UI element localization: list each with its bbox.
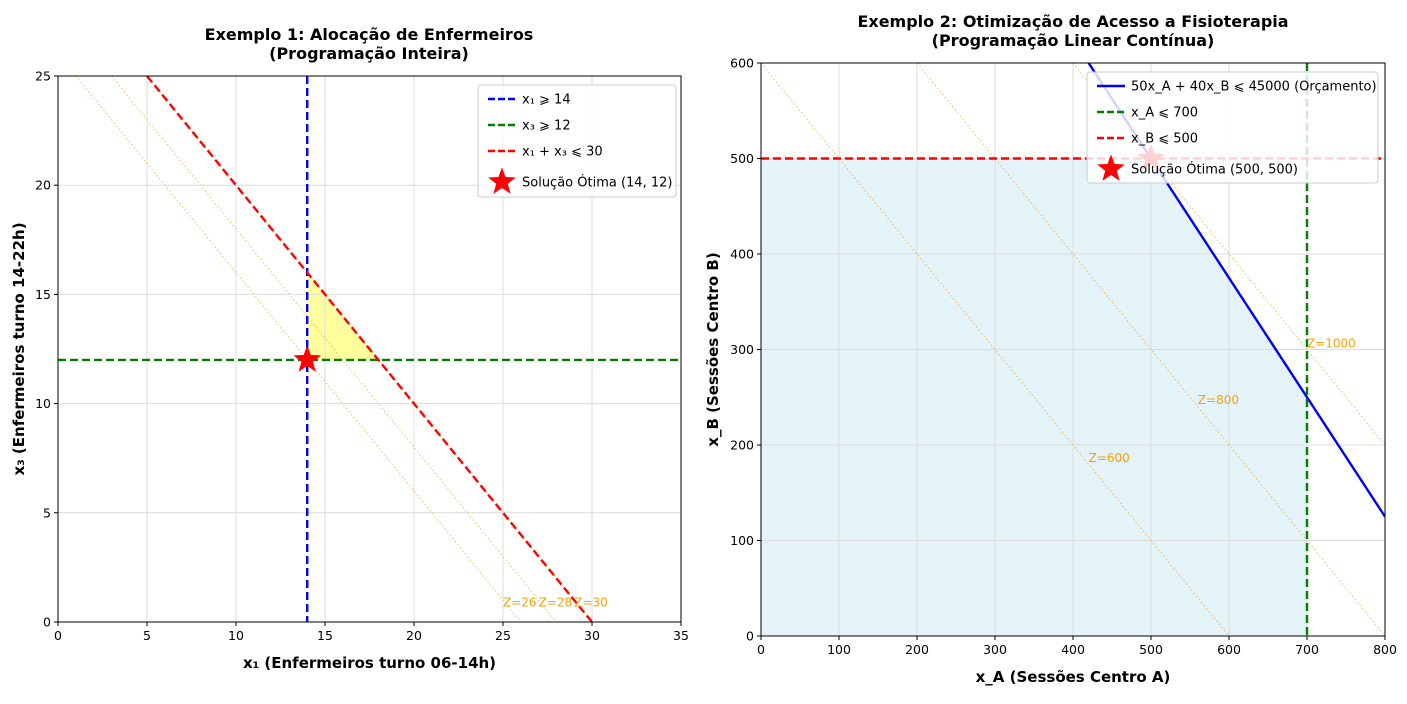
y-tick-label: 0 bbox=[746, 629, 754, 644]
x-tick-label: 25 bbox=[495, 628, 511, 643]
feasible-region bbox=[761, 158, 1307, 636]
legend-entry: x₃ ⩾ 12 bbox=[522, 119, 571, 134]
x-tick-label: 0 bbox=[757, 642, 765, 657]
chart-2: 0 100 200 300 400 500 600 700 800 0 100 200 300 400 50… bbox=[704, 12, 1397, 686]
axes-frame bbox=[57, 75, 682, 623]
x-tick-label: 400 bbox=[1061, 642, 1085, 657]
y-tick-label: 0 bbox=[43, 615, 51, 630]
y-tick-label: 10 bbox=[35, 396, 51, 411]
chart-title: (Programação Linear Contínua) bbox=[932, 31, 1215, 50]
legend-entry: Solução Ótima (500, 500) bbox=[1131, 162, 1298, 178]
y-tick-label: 20 bbox=[35, 178, 51, 193]
legend-entry: Solução Ótima (14, 12) bbox=[522, 175, 672, 191]
x-tick-label: 300 bbox=[983, 642, 1007, 657]
chart-title: Exemplo 1: Alocação de Enfermeiros bbox=[205, 25, 534, 44]
iso-line-label: Z=30 bbox=[574, 596, 608, 610]
x-tick-label: 500 bbox=[1139, 642, 1163, 657]
x-tick-label: 200 bbox=[905, 642, 929, 657]
y-tick-label: 600 bbox=[730, 56, 754, 71]
y-axis-label: x₃ (Enfermeiros turno 14-22h) bbox=[10, 222, 28, 475]
y-tick-label: 200 bbox=[730, 438, 754, 453]
iso-line-label: Z=600 bbox=[1089, 451, 1130, 465]
legend: x₁ ⩾ 14 x₃ ⩾ 12 x₁ + x₃ ⩽ 30 Solução Ótima … bbox=[477, 84, 677, 198]
y-tick-label: 100 bbox=[730, 533, 754, 548]
constraint-line bbox=[146, 76, 593, 622]
optimal-point bbox=[293, 345, 322, 372]
x-axis-label: x_A (Sessões Centro A) bbox=[976, 668, 1171, 686]
legend-star-icon bbox=[1096, 154, 1126, 181]
y-tick-label: 300 bbox=[730, 342, 754, 357]
y-tick-label: 25 bbox=[35, 69, 51, 84]
x-axis-label: x₁ (Enfermeiros turno 06-14h) bbox=[243, 654, 496, 672]
iso-line bbox=[75, 76, 522, 622]
x-tick-label: 800 bbox=[1373, 642, 1397, 657]
legend-box bbox=[477, 84, 677, 198]
chart-title: Exemplo 2: Otimização de Acesso a Fisiot… bbox=[857, 12, 1288, 31]
iso-line-label: Z=26 bbox=[503, 596, 537, 610]
legend-entry: x₁ ⩾ 14 bbox=[522, 93, 571, 108]
plot-area bbox=[761, 63, 1385, 636]
legend: 50x_A + 40x_B ⩽ 45000 (Orçamento) x_A ⩽ 7… bbox=[1086, 71, 1379, 184]
iso-line-label: Z=800 bbox=[1198, 393, 1239, 407]
x-tick-label: 20 bbox=[406, 628, 422, 643]
y-axis-label: x_B (Sessões Centro B) bbox=[704, 252, 722, 446]
chart-1: 0 5 10 15 20 25 30 35 0 5 10 15 20 25 Z=26 Z=28 Z=30 Exem… bbox=[10, 25, 689, 672]
x-tick-label: 30 bbox=[584, 628, 600, 643]
iso-line bbox=[111, 76, 557, 622]
x-tick-label: 10 bbox=[228, 628, 244, 643]
legend-entry: 50x_A + 40x_B ⩽ 45000 (Orçamento) bbox=[1131, 80, 1377, 95]
iso-line bbox=[916, 63, 1385, 636]
x-tick-label: 0 bbox=[54, 628, 62, 643]
x-tick-label: 700 bbox=[1295, 642, 1319, 657]
y-tick-label: 5 bbox=[43, 505, 51, 520]
iso-line-label: Z=1000 bbox=[1307, 337, 1356, 351]
y-tick-label: 400 bbox=[730, 247, 754, 262]
legend-entry: x_B ⩽ 500 bbox=[1131, 132, 1198, 147]
y-tick-label: 500 bbox=[730, 151, 754, 166]
legend-box bbox=[1086, 71, 1379, 184]
iso-line-label: Z=28 bbox=[539, 596, 573, 610]
chart-title: (Programação Inteira) bbox=[269, 44, 469, 63]
x-tick-label: 600 bbox=[1217, 642, 1241, 657]
legend-star-icon bbox=[487, 167, 517, 194]
x-tick-label: 5 bbox=[143, 628, 151, 643]
legend-entry: x_A ⩽ 700 bbox=[1131, 106, 1198, 121]
x-tick-label: 35 bbox=[673, 628, 689, 643]
y-tick-label: 15 bbox=[35, 287, 51, 302]
iso-line bbox=[761, 63, 1230, 636]
legend-entry: x₁ + x₃ ⩽ 30 bbox=[522, 145, 603, 160]
x-tick-label: 100 bbox=[827, 642, 851, 657]
x-tick-label: 15 bbox=[317, 628, 333, 643]
